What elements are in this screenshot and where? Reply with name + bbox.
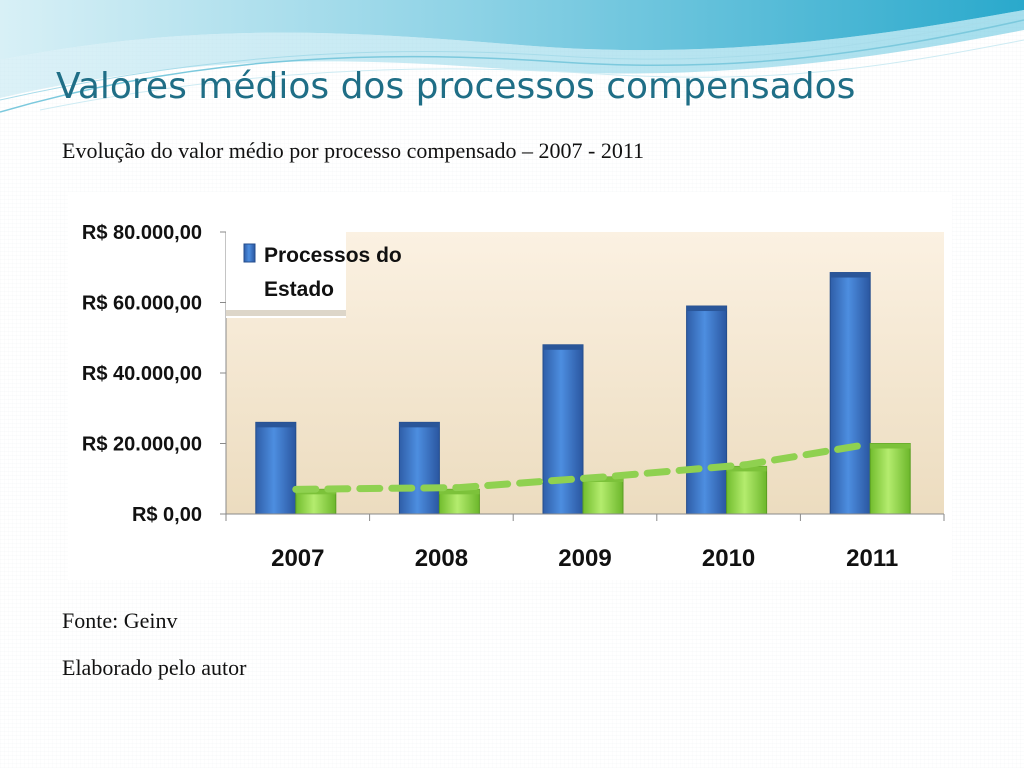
bar-cap xyxy=(543,344,583,350)
bar-cap xyxy=(399,422,440,428)
bar-series2-2007 xyxy=(295,488,337,515)
x-tick-label: 2011 xyxy=(846,545,898,572)
x-tick-label: 2007 xyxy=(271,545,324,572)
legend-label-line: Estado xyxy=(264,278,334,301)
bar-body xyxy=(542,344,584,515)
bar-body xyxy=(726,465,768,515)
slide-title: Valores médios dos processos compensados xyxy=(56,66,856,107)
bar-body xyxy=(255,421,297,515)
bar-cap xyxy=(870,443,911,449)
bar-body xyxy=(869,443,911,515)
bar-series2-2010 xyxy=(726,465,768,515)
chart-container: R$ 0,00 R$ 20.000,00 R$ 40.000,00 R$ 60.000… xyxy=(68,192,952,580)
x-tick-label: 2008 xyxy=(415,545,468,572)
bar-body xyxy=(582,476,624,515)
bar-estado-2007 xyxy=(255,421,297,515)
y-tick-label: R$ 80.000,00 xyxy=(82,222,202,244)
header-wave-decoration xyxy=(0,0,1024,113)
legend-swatch-estado xyxy=(243,243,256,263)
bar-estado-2010 xyxy=(686,305,728,515)
x-tick-label: 2010 xyxy=(702,545,755,572)
y-tick-label: R$ 40.000,00 xyxy=(82,363,202,385)
bar-series2-2009 xyxy=(582,476,624,515)
bar-estado-2008 xyxy=(398,421,440,515)
bar-estado-2011 xyxy=(829,272,871,515)
bar-body xyxy=(829,272,871,515)
bar-series2-2008 xyxy=(438,488,480,515)
bar-chart: R$ 0,00 R$ 20.000,00 R$ 40.000,00 R$ 60.000… xyxy=(82,222,945,572)
bar-cap xyxy=(830,272,871,278)
bar-cap xyxy=(439,489,480,495)
legend-shadow xyxy=(226,310,346,316)
chart-legend: Processos do Estado xyxy=(226,232,402,318)
legend-label-line: Processos do xyxy=(264,244,402,267)
author-note: Elaborado pelo autor xyxy=(62,655,247,680)
y-tick-label: R$ 60.000,00 xyxy=(82,293,202,315)
bar-body xyxy=(686,305,728,515)
bar-cap xyxy=(686,306,727,312)
bar-series2-2011 xyxy=(869,443,911,515)
source-note: Fonte: Geinv xyxy=(62,608,178,633)
y-tick-label: R$ 20.000,00 xyxy=(82,434,202,456)
y-tick-label: R$ 0,00 xyxy=(132,504,202,526)
bar-cap xyxy=(255,422,296,428)
trendline xyxy=(292,441,866,493)
chart-subtitle: Evolução do valor médio por processo com… xyxy=(62,138,645,163)
bar-estado-2009 xyxy=(542,344,584,515)
bar-body xyxy=(398,421,440,515)
bar-cap xyxy=(726,466,767,472)
x-tick-label: 2009 xyxy=(558,545,611,572)
